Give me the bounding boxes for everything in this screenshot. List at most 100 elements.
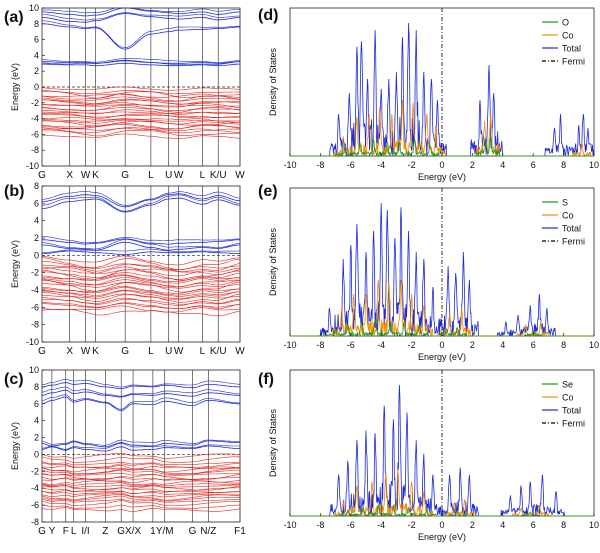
- conduction-band-line: [41, 241, 241, 251]
- conduction-band-line: [41, 440, 240, 448]
- conduction-band-line: [41, 58, 241, 63]
- valence-band-line: [41, 305, 241, 313]
- conduction-band-line: [41, 238, 241, 245]
- valence-band-line: [42, 119, 240, 122]
- valence-band-line: [41, 480, 241, 486]
- valence-band-line: [41, 507, 241, 512]
- valence-band-line: [42, 109, 241, 115]
- y-tick-label: 8: [34, 382, 39, 392]
- y-tick-label: -2: [31, 268, 39, 278]
- legend-label: O: [562, 18, 569, 28]
- valence-band-line: [42, 292, 241, 303]
- kpoint-label: X/X: [125, 526, 141, 537]
- conduction-band-line: [42, 7, 240, 17]
- kpoint-label: I/I: [81, 526, 89, 537]
- conduction-band-line: [42, 193, 240, 208]
- legend: O Co Total Fermi: [542, 18, 585, 67]
- conduction-band-line: [42, 60, 240, 64]
- x-tick-label: -6: [347, 160, 355, 170]
- valence-band-line: [41, 289, 241, 300]
- kpoint-label: G: [38, 170, 46, 181]
- x-tick-label: -2: [408, 520, 416, 530]
- valence-band-line: [41, 266, 241, 277]
- kpoint-label: W: [174, 170, 184, 181]
- y-axis-label: Energy (eV): [10, 422, 20, 470]
- valence-band-line: [41, 487, 241, 492]
- valence-band-line: [41, 275, 240, 284]
- y-tick-label: 0: [34, 82, 39, 92]
- valence-band-line: [41, 494, 241, 501]
- kpoint-label: G: [121, 346, 129, 357]
- valence-band-line: [42, 263, 240, 270]
- kpoint-label: L: [200, 346, 206, 357]
- x-tick-label: 10: [589, 520, 599, 530]
- x-tick-label: 6: [531, 520, 536, 530]
- y-tick-label: 0: [34, 449, 39, 459]
- y-tick-label: 10: [29, 365, 39, 375]
- valence-band-line: [41, 286, 240, 296]
- kpoint-label: U: [165, 170, 172, 181]
- x-tick-label: 6: [531, 160, 536, 170]
- valence-band-line: [42, 107, 240, 111]
- y-axis-label: Density of States: [268, 408, 278, 477]
- y-tick-label: -10: [26, 337, 39, 347]
- conduction-band-line: [41, 379, 241, 388]
- x-tick-label: -4: [377, 340, 385, 350]
- valence-band-line: [41, 499, 240, 503]
- kpoint-label: 1: [150, 526, 156, 537]
- panel-label: (f): [258, 371, 274, 388]
- kpoint-label: Y/M: [156, 526, 174, 537]
- valence-band-line: [41, 465, 241, 473]
- plot-frame: [41, 185, 241, 343]
- valence-band-line: [41, 90, 241, 99]
- conduction-band-line: [41, 7, 241, 14]
- valence-band-line: [41, 257, 240, 270]
- valence-band-line: [41, 453, 241, 459]
- x-tick-label: 4: [500, 160, 505, 170]
- x-tick-label: -4: [377, 160, 385, 170]
- conduction-band-line: [41, 236, 240, 244]
- legend-label: Co: [562, 31, 574, 41]
- x-axis-label: Energy (eV): [418, 172, 466, 182]
- conduction-band-line: [41, 382, 240, 390]
- valence-band-line: [41, 96, 241, 102]
- valence-band-line: [41, 282, 241, 289]
- valence-band-line: [41, 117, 241, 123]
- y-tick-label: 8: [34, 181, 39, 191]
- valence-band-line: [41, 255, 241, 266]
- valence-band-line: [41, 297, 240, 306]
- legend-label: Se: [562, 380, 573, 390]
- y-tick-label: -10: [26, 161, 39, 171]
- panel-label: (b): [4, 183, 24, 200]
- legend-label: Fermi: [562, 419, 585, 429]
- x-tick-label: -8: [316, 160, 324, 170]
- kpoint-label: K: [92, 346, 99, 357]
- valence-band-line: [42, 485, 241, 491]
- y-tick-label: -6: [31, 129, 39, 139]
- kpoint-label: N/Z: [200, 526, 216, 537]
- valence-band-line: [41, 86, 241, 91]
- valence-band-line: [41, 504, 241, 509]
- panel-label: (c): [4, 371, 24, 388]
- kpoint-label: U: [165, 346, 172, 357]
- x-tick-label: 8: [561, 340, 566, 350]
- valence-band-line: [41, 473, 240, 477]
- x-tick-label: 2: [470, 340, 475, 350]
- valence-band-line: [42, 133, 241, 139]
- kpoint-label: W: [81, 346, 91, 357]
- x-tick-label: -8: [316, 340, 324, 350]
- x-axis-label: Energy (eV): [418, 532, 466, 542]
- y-axis-label: Energy (eV): [10, 240, 20, 288]
- legend: Se Co Total Fermi: [542, 380, 585, 429]
- kpoint-label: L: [71, 526, 77, 537]
- x-tick-label: 0: [439, 340, 444, 350]
- y-tick-label: -8: [31, 320, 39, 330]
- conduction-band-line: [41, 239, 241, 250]
- panel-label: (e): [258, 183, 278, 200]
- kpoint-label: F1: [234, 526, 246, 537]
- conduction-band-line: [41, 439, 241, 446]
- kpoint-label: W: [81, 170, 91, 181]
